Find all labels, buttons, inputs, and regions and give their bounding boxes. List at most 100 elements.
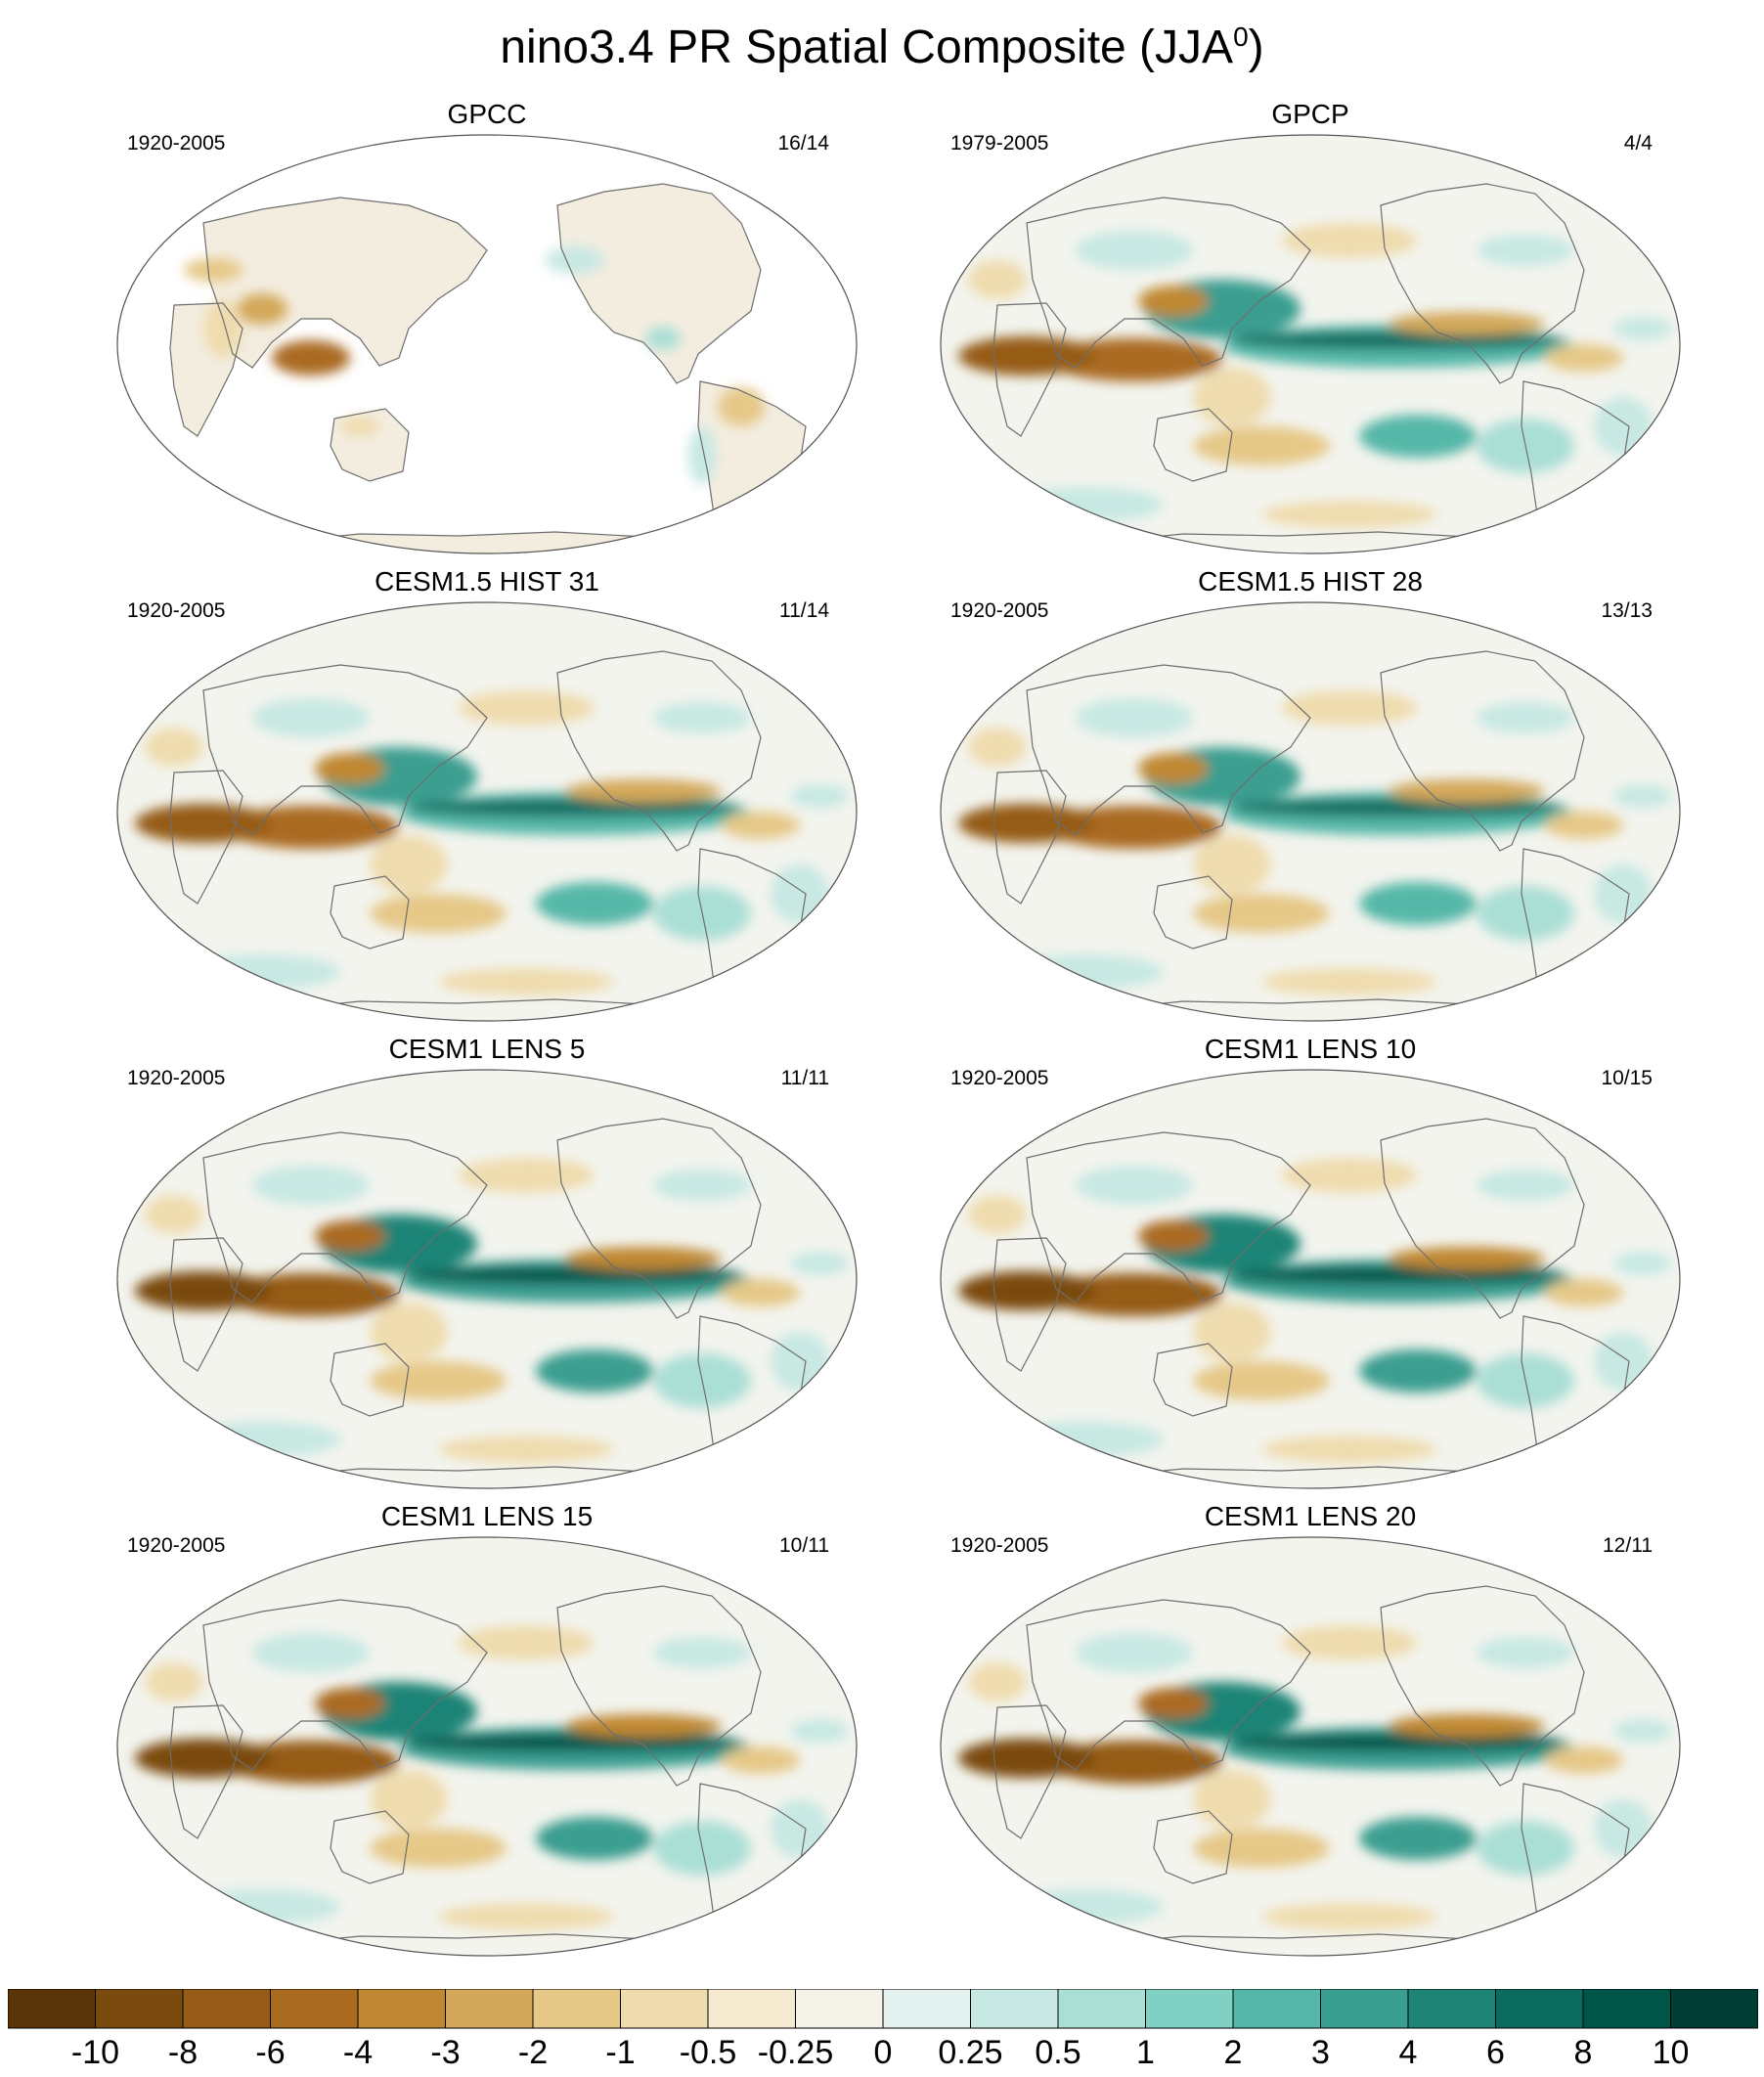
anomaly-patch — [1193, 1361, 1330, 1400]
panel-title: CESM1 LENS 20 — [1204, 1501, 1417, 1531]
panel-period: 1920-2005 — [127, 132, 226, 155]
colorbar-tick-label: -8 — [168, 2034, 198, 2071]
anomaly-patch — [536, 882, 653, 925]
colorbar-tick-label: 8 — [1574, 2034, 1593, 2071]
map-svg — [116, 601, 858, 1022]
anomaly-patch — [1545, 812, 1623, 839]
anomaly-patch — [1477, 702, 1574, 733]
panel-count: 11/14 — [779, 599, 829, 622]
colorbar-box — [1495, 1989, 1584, 2029]
coast-australia — [330, 408, 410, 482]
colorbar-box — [795, 1989, 884, 2029]
anomaly-patch — [1477, 1637, 1574, 1668]
anomaly-patch — [1389, 1714, 1545, 1738]
anomaly-patch — [370, 1829, 507, 1868]
colorbar-tick-label: 2 — [1224, 2034, 1243, 2071]
anomaly-patch — [1613, 1719, 1672, 1743]
anomaly-patch — [1076, 1166, 1193, 1205]
colorbar-box — [1407, 1989, 1496, 2029]
anomaly-patch — [135, 1739, 272, 1778]
panel-title: CESM1 LENS 5 — [388, 1034, 586, 1064]
anomaly-patch — [370, 1770, 448, 1829]
anomaly-patch — [1076, 231, 1193, 270]
colorbar-tick-label: 1 — [1136, 2034, 1155, 2071]
colorbar-tick-label: -2 — [518, 2034, 548, 2071]
map-panel: CESM1 LENS 10 1920-2005 10/15 — [939, 1033, 1682, 1492]
anomaly-patch — [653, 1170, 751, 1201]
colorbar-tick-label: -1 — [605, 2034, 635, 2071]
anomaly-patch — [1281, 690, 1418, 726]
anomaly-patch — [968, 1662, 1027, 1701]
panel-count: 16/14 — [777, 132, 829, 155]
anomaly-patch — [1261, 1436, 1437, 1463]
colorbar-tick-label: -6 — [255, 2034, 285, 2071]
anomaly-patch — [771, 1799, 829, 1858]
map-panel: CESM1 LENS 20 1920-2005 12/11 — [939, 1500, 1682, 1960]
map-panel: CESM1 LENS 5 1920-2005 11/11 — [115, 1033, 859, 1492]
anomaly-patch — [790, 1719, 849, 1743]
anomaly-patch — [1613, 317, 1672, 340]
anomaly-patch — [536, 1349, 653, 1392]
anomaly-patch — [1261, 968, 1437, 995]
anomaly-patch — [1281, 223, 1418, 258]
anomaly-patch — [272, 340, 350, 376]
colorbar-box — [1057, 1989, 1146, 2029]
anomaly-patch — [722, 812, 800, 839]
colorbar-box — [1145, 1989, 1234, 2029]
map-outline — [940, 134, 1681, 554]
panel-period: 1920-2005 — [127, 599, 226, 622]
anomaly-patch — [645, 327, 681, 350]
map-svg — [940, 601, 1681, 1022]
coast-namerica — [1380, 650, 1585, 852]
coast-australia — [1153, 1343, 1233, 1417]
anomaly-patch — [237, 293, 287, 325]
panel-period: 1920-2005 — [127, 1534, 226, 1557]
anomaly-patch — [565, 779, 722, 803]
colorbar-box — [707, 1989, 796, 2029]
coast-africa — [169, 302, 243, 437]
panel-title: CESM1 LENS 10 — [1204, 1034, 1417, 1064]
panel-period: 1920-2005 — [950, 1534, 1049, 1557]
anomaly-patch — [1261, 1903, 1437, 1930]
map-outline — [940, 1069, 1681, 1489]
anomaly-patch — [968, 260, 1027, 299]
anomaly-patch — [1545, 344, 1623, 372]
anomaly-patch — [1193, 426, 1330, 465]
anomaly-patch — [1389, 779, 1545, 803]
anomaly-patch — [722, 1279, 800, 1306]
anomaly-patch — [771, 1332, 829, 1391]
panel-title: CESM1 LENS 15 — [380, 1501, 594, 1531]
anomaly-patch — [1389, 1247, 1545, 1270]
panel-count: 12/11 — [1603, 1534, 1653, 1557]
anomaly-patch — [1193, 835, 1271, 894]
anomaly-patch — [1359, 1349, 1477, 1392]
coast-namerica — [556, 1118, 762, 1319]
panel-title: CESM1.5 HIST 28 — [1198, 566, 1423, 597]
coast-africa — [992, 1237, 1067, 1372]
anomaly-patch — [771, 864, 829, 923]
colorbar-box — [270, 1989, 359, 2029]
anomaly-patch — [653, 702, 751, 733]
anomaly-patch — [718, 387, 765, 426]
anomaly-patch — [565, 1714, 722, 1738]
anomaly-patch — [1193, 1303, 1271, 1361]
coast-africa — [169, 1237, 243, 1372]
anomaly-patch — [1613, 1252, 1672, 1275]
colorbar-tick-label: -0.5 — [680, 2034, 737, 2071]
panel-count: 4/4 — [1623, 132, 1653, 155]
panel-period: 1979-2005 — [950, 132, 1049, 155]
anomaly-patch — [1613, 784, 1672, 808]
colorbar-box — [1670, 1989, 1758, 2029]
anomaly-patch — [1281, 1158, 1418, 1193]
anomaly-patch — [438, 968, 614, 995]
map-outline — [940, 601, 1681, 1022]
anomaly-patch — [1007, 1889, 1164, 1924]
panel-count: 11/11 — [780, 1067, 829, 1089]
anomaly-patch — [1389, 312, 1545, 335]
anomaly-patch — [252, 698, 370, 737]
colorbar-tick-label: -3 — [430, 2034, 460, 2071]
colorbar-tick-label: 10 — [1653, 2034, 1690, 2071]
anomaly-patch — [438, 1436, 614, 1463]
coast-namerica — [1380, 1118, 1585, 1319]
colorbar-box — [970, 1989, 1059, 2029]
